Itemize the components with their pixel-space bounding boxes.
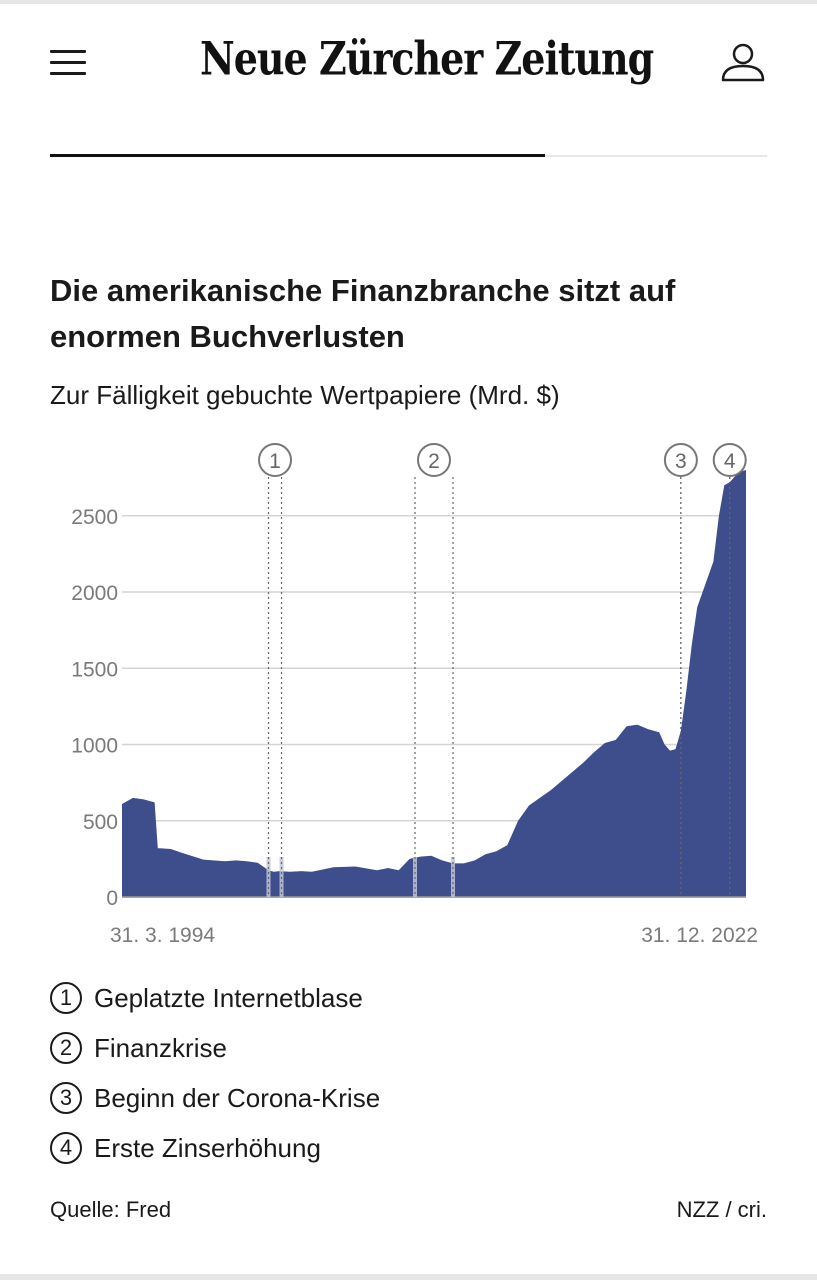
user-icon[interactable]: [720, 42, 766, 84]
reading-progress-fill: [50, 154, 545, 157]
marker-number: 2: [428, 450, 440, 473]
legend-item: 1 Geplatzte Internetblase: [50, 973, 380, 1023]
legend-number-badge: 3: [50, 1082, 82, 1114]
chart-legend: 1 Geplatzte Internetblase 2 Finanzkrise …: [50, 973, 380, 1173]
area-chart: 0 500 1000 1500 2000 2500 1 2 3 4 31. 3. 1994 31. 1…: [71, 443, 758, 947]
menu-icon[interactable]: [50, 50, 86, 76]
legend-item: 3 Beginn der Corona-Krise: [50, 1073, 380, 1123]
legend-label: Geplatzte Internetblase: [94, 982, 363, 1013]
legend-item: 2 Finanzkrise: [50, 1023, 380, 1073]
source-note: Quelle: Fred: [50, 1197, 172, 1222]
marker-badge: [258, 443, 293, 477]
legend-label: Erste Zinserhöhung: [94, 1132, 321, 1163]
legend-number-badge: 4: [50, 1132, 82, 1164]
marker-number: 3: [675, 450, 687, 473]
area-series: [122, 470, 746, 897]
site-header: Neue Zürcher Zeitung: [0, 0, 817, 150]
y-tick-label: 1500: [71, 658, 118, 681]
reading-progress-bar: [50, 154, 767, 157]
marker-number: 4: [724, 450, 736, 473]
legend-label: Finanzkrise: [94, 1032, 227, 1063]
top-divider: [0, 0, 817, 4]
y-tick-label: 1000: [71, 735, 118, 758]
marker-badge: [712, 443, 747, 477]
credit-note: NZZ / cri.: [676, 1197, 767, 1222]
legend-label: Beginn der Corona-Krise: [94, 1082, 381, 1113]
legend-number-badge: 1: [50, 982, 82, 1014]
y-tick-label: 2500: [71, 506, 118, 529]
site-logo[interactable]: Neue Zürcher Zeitung: [200, 31, 654, 86]
y-tick-label: 500: [83, 811, 118, 834]
chart-title: Die amerikanische Finanzbranche sitzt au…: [50, 273, 676, 354]
bottom-divider: [0, 1274, 817, 1280]
legend-number-badge: 2: [50, 1032, 82, 1064]
x-end-label: 31. 12. 2022: [641, 924, 758, 947]
legend-item: 4 Erste Zinserhöhung: [50, 1123, 380, 1173]
marker-number: 1: [269, 450, 281, 473]
marker-badge: [663, 443, 698, 477]
x-start-label: 31. 3. 1994: [110, 924, 215, 947]
y-tick-label: 0: [106, 887, 118, 910]
y-tick-label: 2000: [71, 582, 118, 605]
chart-subtitle: Zur Fälligkeit gebuchte Wertpapiere (Mrd…: [50, 380, 560, 410]
marker-badge: [417, 443, 451, 477]
